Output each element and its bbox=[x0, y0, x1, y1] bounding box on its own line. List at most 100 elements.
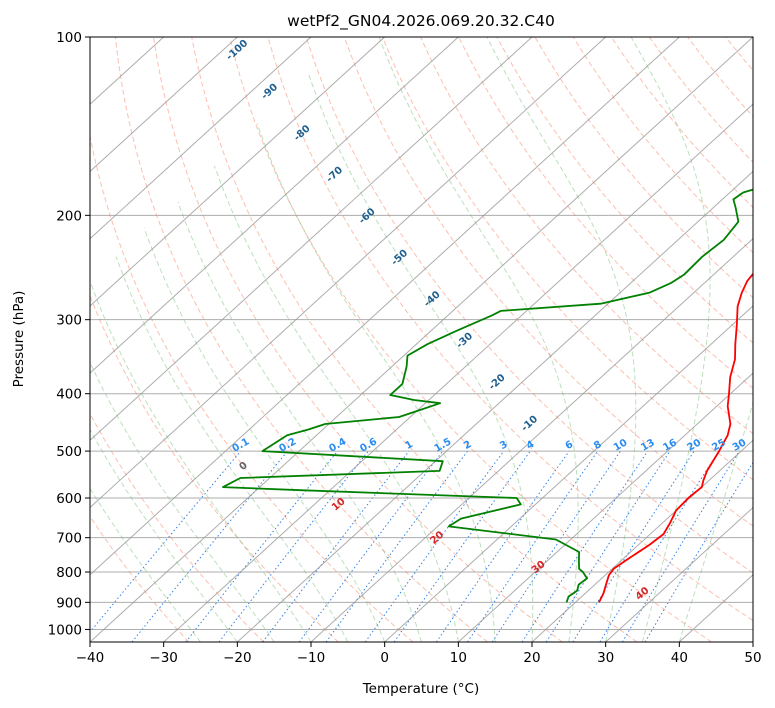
y-axis-label: Pressure (hPa) bbox=[11, 291, 27, 388]
moist-adiabat-line bbox=[143, 227, 386, 642]
mixing-ratio-line bbox=[298, 450, 444, 642]
mixing-ratio-label: 3 bbox=[498, 439, 510, 452]
x-tick-label: −30 bbox=[149, 650, 178, 666]
isotherm-gridline bbox=[90, 37, 238, 173]
dry-adiabat-label: 40 bbox=[634, 585, 652, 602]
mixing-ratio-line bbox=[90, 450, 242, 633]
isotherm-label: -90 bbox=[259, 82, 280, 102]
isotherm-gridline bbox=[90, 37, 607, 509]
y-tick-label: 300 bbox=[56, 313, 82, 329]
dry-adiabat-line bbox=[153, 37, 563, 642]
dry-adiabat-line bbox=[114, 37, 488, 642]
dewpoint-profile-line bbox=[222, 188, 753, 603]
mixing-ratio-label: 2 bbox=[462, 439, 474, 452]
moist-adiabat-line bbox=[486, 37, 637, 642]
dry-adiabat-label: 0 bbox=[238, 460, 250, 473]
mixing-ratio-label: 4 bbox=[525, 439, 537, 452]
mixing-ratio-label: 1 bbox=[403, 439, 415, 452]
isotherm-label: -100 bbox=[224, 38, 250, 63]
isotherm-gridline bbox=[90, 37, 386, 307]
moist-adiabat-line bbox=[90, 428, 238, 642]
mixing-ratio-line bbox=[131, 450, 288, 642]
plot-frame bbox=[89, 36, 754, 643]
isotherm-label: -40 bbox=[422, 289, 443, 309]
line-labels: -100-90-80-70-60-50-40-30-20-100.1 0.2 0.4… bbox=[224, 38, 770, 603]
mixing-ratio-label: 36 bbox=[752, 437, 770, 454]
moist-adiabat-line bbox=[90, 361, 275, 642]
mixing-ratio-label: 8 bbox=[592, 439, 604, 452]
moist-adiabat-line bbox=[630, 37, 711, 642]
y-tick-label: 1000 bbox=[48, 622, 82, 638]
chart-title: wetPf2_GN04.2026.069.20.32.C40 bbox=[287, 12, 555, 31]
isotherm-gridline bbox=[752, 641, 753, 642]
isotherm-gridline bbox=[90, 37, 680, 576]
moist-adiabat-line bbox=[177, 201, 422, 642]
dry-adiabat-line bbox=[687, 37, 753, 118]
dry-adiabat-line bbox=[458, 37, 753, 389]
profiles bbox=[222, 188, 753, 603]
dry-adiabat-line bbox=[496, 37, 753, 344]
moist-adiabat-line bbox=[256, 123, 496, 642]
dry-adiabat-line bbox=[725, 37, 753, 72]
isotherm-gridline bbox=[90, 37, 312, 240]
mixing-ratio-line bbox=[325, 450, 468, 642]
isotherm-gridline bbox=[384, 305, 753, 642]
isotherm-gridline bbox=[605, 506, 753, 642]
mixing-ratio-line bbox=[435, 450, 570, 642]
dry-adiabat-line bbox=[90, 294, 339, 642]
isotherm-gridline bbox=[90, 37, 753, 642]
moist-adiabat-line bbox=[213, 165, 459, 642]
x-tick-label: −20 bbox=[223, 650, 252, 666]
x-tick-label: −40 bbox=[76, 650, 105, 666]
isotherm-label: -60 bbox=[357, 206, 378, 226]
isotherm-gridline bbox=[90, 37, 459, 374]
dry-adiabat-line bbox=[267, 37, 753, 622]
isotherm-label: -80 bbox=[292, 123, 313, 143]
isotherm-label: -30 bbox=[454, 331, 475, 351]
y-tick-label: 100 bbox=[56, 30, 82, 46]
dry-adiabat-line bbox=[305, 37, 753, 574]
isotherm-label: -50 bbox=[389, 248, 410, 268]
dry-adiabat-line bbox=[381, 37, 753, 481]
dry-adiabat-line bbox=[90, 515, 190, 642]
dry-adiabat-line bbox=[764, 37, 775, 642]
moist-adiabat-line bbox=[90, 282, 312, 642]
x-tick-label: 30 bbox=[597, 650, 614, 666]
mixing-ratio-line bbox=[467, 450, 599, 642]
mixing-ratio-line bbox=[185, 450, 338, 642]
mixing-ratio-label: 0.4 bbox=[327, 436, 348, 454]
x-tick-label: 40 bbox=[671, 650, 688, 666]
mixing-ratio-label: 0.6 bbox=[358, 436, 379, 454]
dry-adiabat-line bbox=[572, 37, 753, 254]
x-tick-label: 10 bbox=[450, 650, 467, 666]
mixing-ratio-line bbox=[262, 450, 410, 642]
background-lines bbox=[90, 37, 775, 642]
moist-adiabat-line bbox=[115, 256, 349, 642]
y-tick-label: 500 bbox=[56, 444, 82, 460]
dry-adiabat-line bbox=[534, 37, 753, 299]
x-tick-label: 0 bbox=[380, 650, 389, 666]
mixing-ratio-label: 6 bbox=[564, 439, 576, 452]
y-tick-label: 900 bbox=[56, 595, 82, 611]
moist-adiabat-line bbox=[378, 37, 579, 642]
mixing-ratio-label: 1.5 bbox=[433, 436, 454, 454]
isotherm-gridline bbox=[236, 170, 753, 642]
mixing-ratio-line bbox=[572, 450, 695, 642]
mixing-ratio-label: 0.1 bbox=[231, 436, 252, 454]
mixing-ratio-line bbox=[364, 450, 505, 642]
moist-adiabat-line bbox=[678, 401, 753, 642]
mixing-ratio-line bbox=[545, 450, 671, 642]
y-tick-label: 600 bbox=[56, 491, 82, 507]
y-tick-label: 400 bbox=[56, 387, 82, 403]
x-tick-label: −10 bbox=[297, 650, 326, 666]
isotherm-label: -10 bbox=[519, 414, 540, 434]
dry-adiabat-line bbox=[191, 37, 638, 642]
dry-adiabat-line bbox=[420, 37, 753, 435]
isotherm-gridline bbox=[531, 439, 753, 642]
y-tick-label: 200 bbox=[56, 208, 82, 224]
dry-adiabat-line bbox=[648, 37, 753, 163]
mixing-ratio-line bbox=[491, 450, 621, 642]
mixing-ratio-line bbox=[218, 450, 369, 642]
temperature-profile-line bbox=[598, 272, 753, 603]
